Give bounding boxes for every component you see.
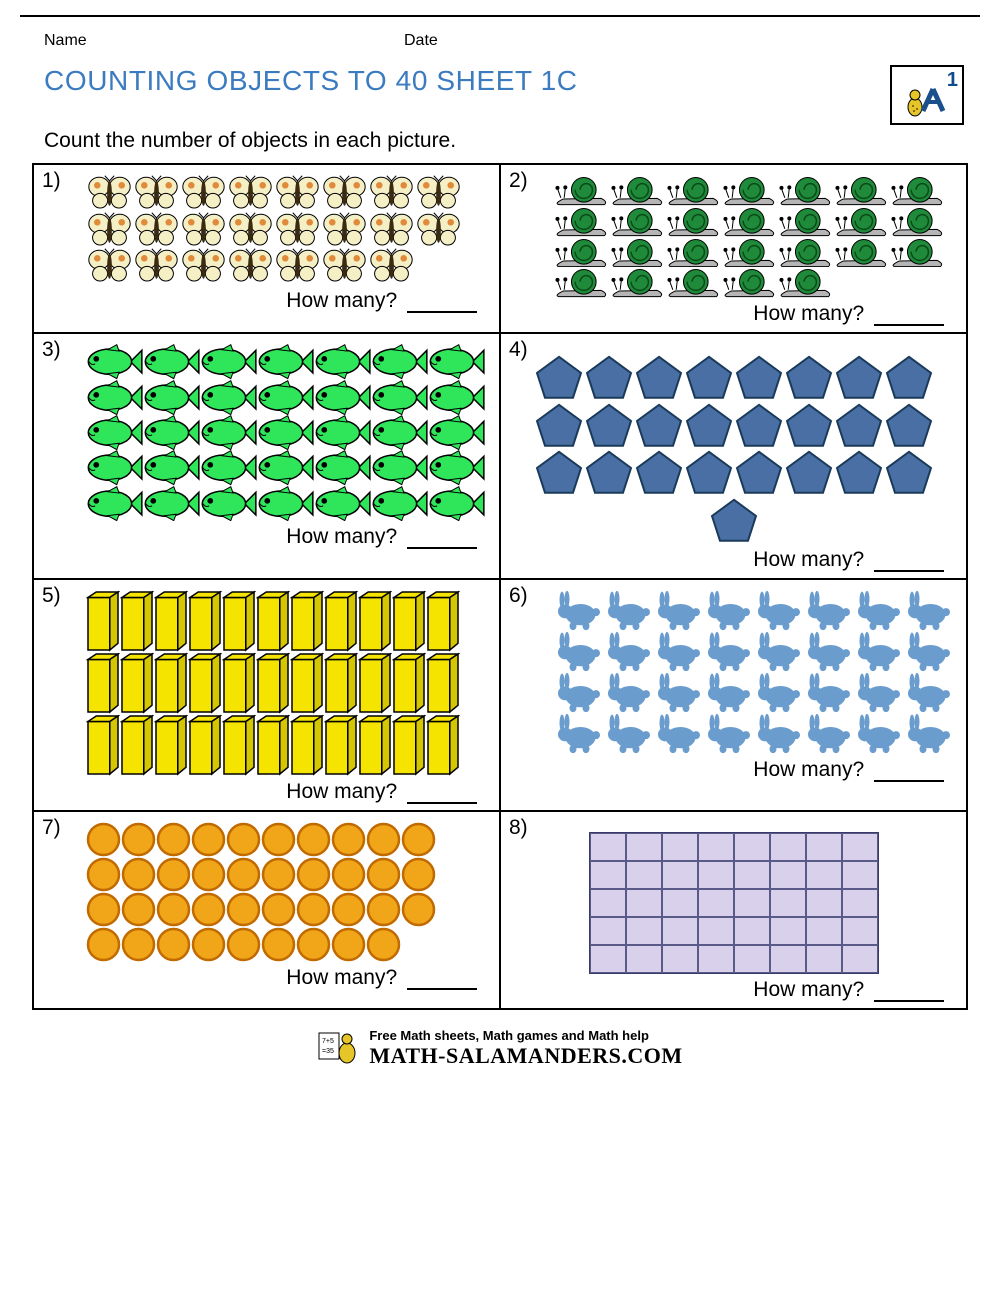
question-number: 1) — [42, 169, 61, 193]
answer-prompt: How many? — [44, 966, 489, 990]
page-title: COUNTING OBJECTS TO 40 SHEET 1C — [44, 65, 890, 97]
answer-blank[interactable] — [874, 570, 944, 572]
question-cell: 4) How many? — [500, 333, 967, 579]
answer-blank[interactable] — [407, 311, 477, 313]
question-cell: 3) — [33, 333, 500, 579]
instruction: Count the number of objects in each pict… — [44, 129, 956, 153]
question-number: 4) — [509, 338, 528, 362]
object-array — [86, 822, 489, 962]
answer-prompt: How many? — [44, 289, 489, 313]
object-array — [86, 175, 489, 285]
svg-text:7+5: 7+5 — [322, 1038, 334, 1045]
name-label: Name — [44, 32, 404, 50]
question-cell: 2) — [500, 164, 967, 333]
question-cell: 1) — [33, 164, 500, 333]
question-cell: 8) How many? — [500, 811, 967, 1009]
question-number: 2) — [509, 169, 528, 193]
answer-prompt: How many? — [44, 780, 489, 804]
answer-blank[interactable] — [407, 988, 477, 990]
svg-text:=35: =35 — [322, 1048, 334, 1055]
question-number: 3) — [42, 338, 61, 362]
object-array — [553, 175, 956, 298]
question-grid: 1) — [32, 163, 968, 1010]
object-array — [86, 590, 489, 776]
grade-number: 1 — [947, 69, 958, 92]
question-cell: 5) — [33, 579, 500, 811]
answer-blank[interactable] — [874, 324, 944, 326]
question-number: 6) — [509, 584, 528, 608]
question-cell: 7) How many? — [33, 811, 500, 1009]
answer-blank[interactable] — [407, 802, 477, 804]
worksheet-page: Name Date COUNTING OBJECTS TO 40 SHEET 1… — [0, 0, 1000, 1072]
answer-prompt: How many? — [511, 758, 956, 782]
object-array — [511, 354, 956, 544]
answer-prompt: How many? — [511, 548, 956, 572]
answer-prompt: How many? — [511, 302, 956, 326]
grade-badge: 1 — [890, 65, 964, 125]
answer-blank[interactable] — [407, 547, 477, 549]
answer-blank[interactable] — [874, 780, 944, 782]
object-array — [553, 590, 956, 754]
object-array — [511, 832, 956, 974]
question-number: 5) — [42, 584, 61, 608]
top-rule — [20, 15, 980, 17]
salamander-icon: 7+5=35 — [317, 1029, 361, 1069]
question-number: 8) — [509, 816, 528, 840]
header-line: Name Date — [44, 32, 956, 50]
footer-tagline: Free Math sheets, Math games and Math he… — [369, 1028, 682, 1043]
date-label: Date — [404, 32, 438, 50]
answer-prompt: How many? — [511, 978, 956, 1002]
answer-prompt: How many? — [44, 525, 489, 549]
object-array — [86, 344, 489, 521]
footer: 7+5=35 Free Math sheets, Math games and … — [0, 1028, 1000, 1072]
answer-blank[interactable] — [874, 1000, 944, 1002]
question-cell: 6) — [500, 579, 967, 811]
question-number: 7) — [42, 816, 61, 840]
footer-site: Math-Salamanders.com — [369, 1043, 682, 1069]
